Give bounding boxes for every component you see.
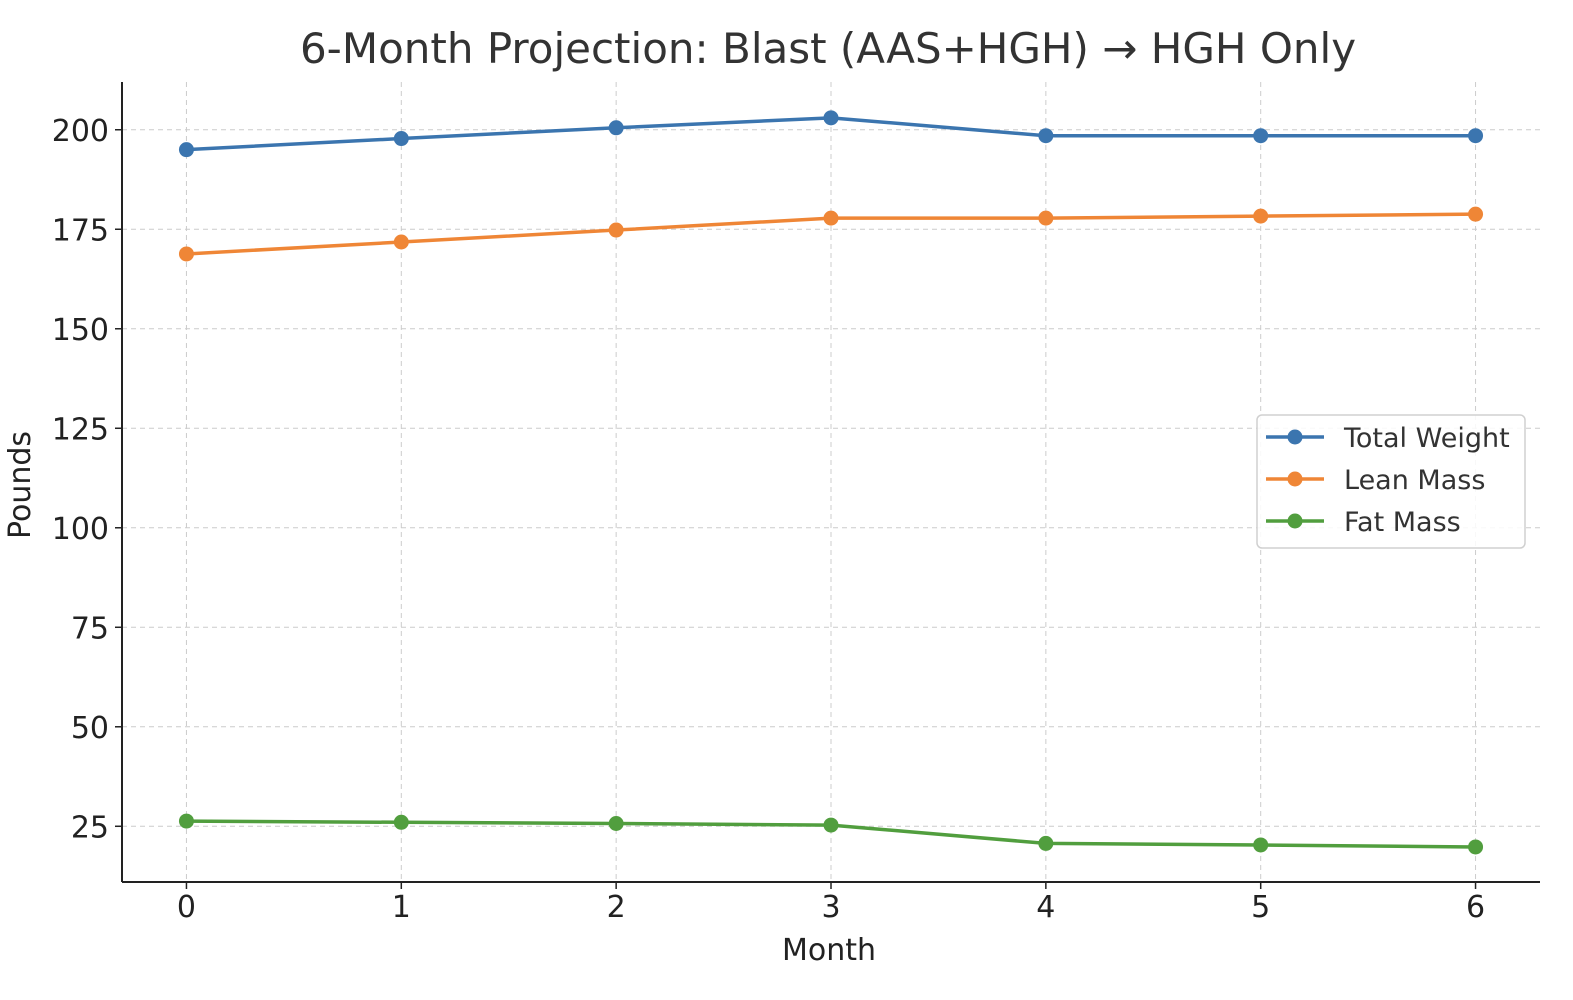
total-weight-point xyxy=(1038,128,1054,144)
lean-mass-point xyxy=(823,210,839,226)
total-weight-point xyxy=(608,120,624,136)
legend-swatch-marker xyxy=(1287,429,1303,445)
series-fat-mass xyxy=(178,813,1484,855)
total-weight-point xyxy=(393,131,409,147)
x-tick-label: 5 xyxy=(1251,890,1270,925)
y-tick-label: 175 xyxy=(52,213,109,248)
ticks-layer: 0 1 2 3 4 5 6 25 50 75 100 125 150 175 200 xyxy=(52,114,1485,925)
lean-mass-point xyxy=(608,222,624,238)
lean-mass-point xyxy=(393,234,409,250)
y-tick-label: 125 xyxy=(52,412,109,447)
total-weight-point xyxy=(1468,128,1484,144)
y-axis-label: Pounds xyxy=(3,431,38,539)
lean-mass-point xyxy=(178,246,194,262)
legend: Total Weight Lean Mass Fat Mass xyxy=(1256,414,1526,549)
legend-swatch-marker xyxy=(1287,471,1303,487)
fat-mass-point xyxy=(823,817,839,833)
series-lean-mass xyxy=(178,206,1484,262)
legend-label: Fat Mass xyxy=(1344,507,1461,538)
y-tick-label: 100 xyxy=(52,512,109,547)
lean-mass-point xyxy=(1468,206,1484,222)
lean-mass-point xyxy=(1038,210,1054,226)
legend-swatch-marker xyxy=(1287,513,1303,529)
legend-item-fat-mass: Fat Mass xyxy=(1266,507,1461,538)
legend-box xyxy=(1256,414,1526,549)
total-weight-point xyxy=(823,110,839,126)
fat-mass-point xyxy=(608,815,624,831)
legend-item-total-weight: Total Weight xyxy=(1266,423,1510,454)
total-weight-point xyxy=(178,142,194,158)
series-layer xyxy=(178,110,1484,855)
y-tick-label: 200 xyxy=(52,114,109,149)
x-tick-label: 6 xyxy=(1466,890,1485,925)
series-total-weight xyxy=(178,110,1484,158)
fat-mass-point xyxy=(1038,835,1054,851)
lean-mass-point xyxy=(1253,208,1269,224)
x-tick-label: 4 xyxy=(1036,890,1055,925)
legend-label: Lean Mass xyxy=(1344,465,1485,496)
total-weight-point xyxy=(1253,128,1269,144)
x-tick-label: 2 xyxy=(607,890,626,925)
legend-item-lean-mass: Lean Mass xyxy=(1266,465,1485,496)
x-tick-label: 0 xyxy=(177,890,196,925)
fat-mass-point xyxy=(1253,837,1269,853)
x-axis-label: Month xyxy=(782,933,876,968)
legend-label: Total Weight xyxy=(1343,423,1510,454)
x-tick-label: 3 xyxy=(821,890,840,925)
chart-title: 6-Month Projection: Blast (AAS+HGH) → HG… xyxy=(300,24,1356,73)
x-tick-label: 1 xyxy=(392,890,411,925)
fat-mass-point xyxy=(1468,839,1484,855)
y-tick-label: 50 xyxy=(71,711,109,746)
fat-mass-point xyxy=(393,814,409,830)
y-tick-label: 150 xyxy=(52,313,109,348)
y-tick-label: 75 xyxy=(71,611,109,646)
fat-mass-point xyxy=(178,813,194,829)
y-tick-label: 25 xyxy=(71,810,109,845)
